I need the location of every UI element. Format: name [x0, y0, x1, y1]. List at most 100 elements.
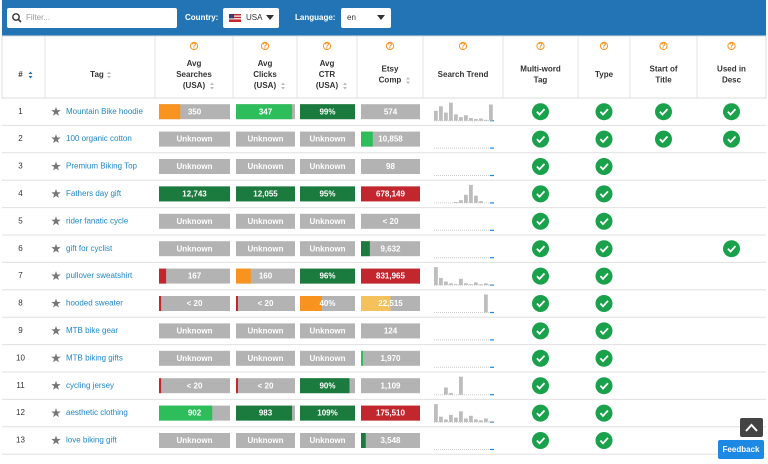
check-icon	[723, 130, 740, 148]
favorite-star[interactable]	[51, 271, 61, 281]
tag-link[interactable]: Fathers day gift	[66, 189, 122, 198]
trend-bar	[444, 419, 448, 423]
help-icon	[458, 41, 468, 51]
help-icon	[260, 41, 270, 51]
trend-bar	[434, 267, 438, 286]
tag-link[interactable]: aesthetic clothing	[66, 408, 128, 417]
filter-input[interactable]	[7, 8, 177, 28]
metric-value: 12,055	[253, 190, 278, 199]
favorite-star[interactable]	[51, 243, 61, 253]
metric-fill	[361, 268, 420, 284]
metric-value: 109%	[317, 409, 337, 418]
metric-value: Unknown	[310, 436, 346, 445]
metric-value: 831,965	[376, 272, 405, 281]
scroll-top-button[interactable]	[740, 418, 763, 437]
metric-fill	[159, 405, 213, 421]
metric-cell	[300, 241, 355, 257]
metric-cell	[300, 323, 355, 339]
trend-bar	[464, 194, 468, 203]
metric-fill	[361, 241, 370, 257]
favorite-star[interactable]	[51, 216, 61, 226]
check-icon	[532, 322, 549, 340]
trend-bar	[454, 417, 458, 423]
metric-cell	[236, 350, 295, 366]
check-mark	[727, 108, 737, 116]
metric-value: Unknown	[248, 436, 284, 445]
check-icon	[595, 322, 613, 340]
tag-link[interactable]: MTB bike gear	[66, 326, 118, 335]
metric-cell	[361, 378, 420, 394]
tag-link[interactable]: rider fanatic cycle	[66, 216, 129, 225]
help-mark: ?	[661, 42, 666, 51]
trend-bar	[484, 283, 488, 286]
sort-icon	[281, 82, 285, 90]
metric-fill	[361, 433, 366, 448]
country-select[interactable]	[223, 8, 279, 28]
metric-cell	[236, 159, 295, 174]
metric-value: Unknown	[248, 217, 284, 226]
tag-link[interactable]: MTB biking gifts	[66, 353, 123, 362]
favorite-star[interactable]	[51, 353, 61, 363]
favorite-star[interactable]	[51, 188, 61, 198]
check-icon	[595, 295, 613, 312]
tag-link[interactable]: love biking gift	[66, 436, 117, 445]
flag	[229, 14, 241, 22]
tag-link[interactable]: cycling jersey	[66, 381, 114, 390]
metric-fill	[300, 378, 350, 394]
metric-value: Unknown	[177, 327, 213, 336]
metric-fill	[300, 104, 355, 120]
metric-fill	[300, 405, 355, 421]
tag-link[interactable]: gift for cyclist	[66, 244, 113, 253]
check-icon	[532, 240, 549, 258]
check-icon	[532, 185, 549, 203]
language-select[interactable]	[341, 8, 391, 28]
favorite-star[interactable]	[51, 134, 61, 144]
trend-bar	[489, 104, 493, 121]
metric-cell	[236, 378, 295, 394]
tag-link[interactable]: hooded sweater	[66, 299, 123, 308]
check-mark	[599, 409, 609, 418]
favorite-star[interactable]	[51, 161, 61, 171]
column-header: Tag	[534, 76, 548, 85]
metric-fill	[236, 378, 238, 394]
trend-bar	[469, 184, 473, 203]
feedback-button[interactable]	[718, 440, 764, 459]
help-icon	[536, 41, 545, 51]
help-mark: ?	[192, 42, 197, 51]
metric-fill	[159, 104, 181, 120]
trend-bar	[449, 392, 453, 395]
tag-link[interactable]: Premium Biking Top	[66, 162, 138, 171]
row-number: 8	[18, 299, 23, 308]
column-header: Used in	[717, 65, 746, 74]
metric-value: 40%	[319, 299, 335, 308]
dropdown-caret	[266, 15, 274, 20]
tag-link[interactable]: pullover sweatshirt	[66, 271, 133, 280]
row-number: 5	[18, 216, 23, 225]
favorite-star[interactable]	[51, 408, 61, 418]
metric-value: 167	[188, 272, 202, 281]
row-number: 3	[18, 162, 23, 171]
language-label: Language:	[295, 13, 335, 22]
trend-bar	[474, 282, 478, 286]
favorite-star[interactable]	[51, 106, 61, 116]
country-label: Country:	[185, 13, 218, 22]
metric-cell	[361, 323, 420, 339]
metric-value: 160	[259, 272, 273, 281]
favorite-star[interactable]	[51, 325, 61, 335]
trend-bar	[469, 415, 473, 423]
favorite-star[interactable]	[51, 435, 61, 445]
metric-value: Unknown	[310, 244, 346, 253]
check-mark	[536, 300, 546, 308]
tag-link[interactable]: 100 organic cotton	[66, 134, 132, 143]
column-header: Avg	[187, 59, 202, 68]
row-number: 6	[18, 244, 23, 253]
check-icon	[595, 240, 613, 258]
trend-bar	[469, 284, 473, 286]
favorite-star[interactable]	[51, 298, 61, 308]
tag-link[interactable]: Mountain Bike hoodie	[66, 107, 143, 116]
trend-bar	[454, 284, 458, 286]
help-mark: ?	[602, 42, 607, 51]
favorite-star[interactable]	[51, 380, 61, 390]
metric-value: < 20	[187, 299, 203, 308]
metric-cell	[361, 350, 420, 366]
